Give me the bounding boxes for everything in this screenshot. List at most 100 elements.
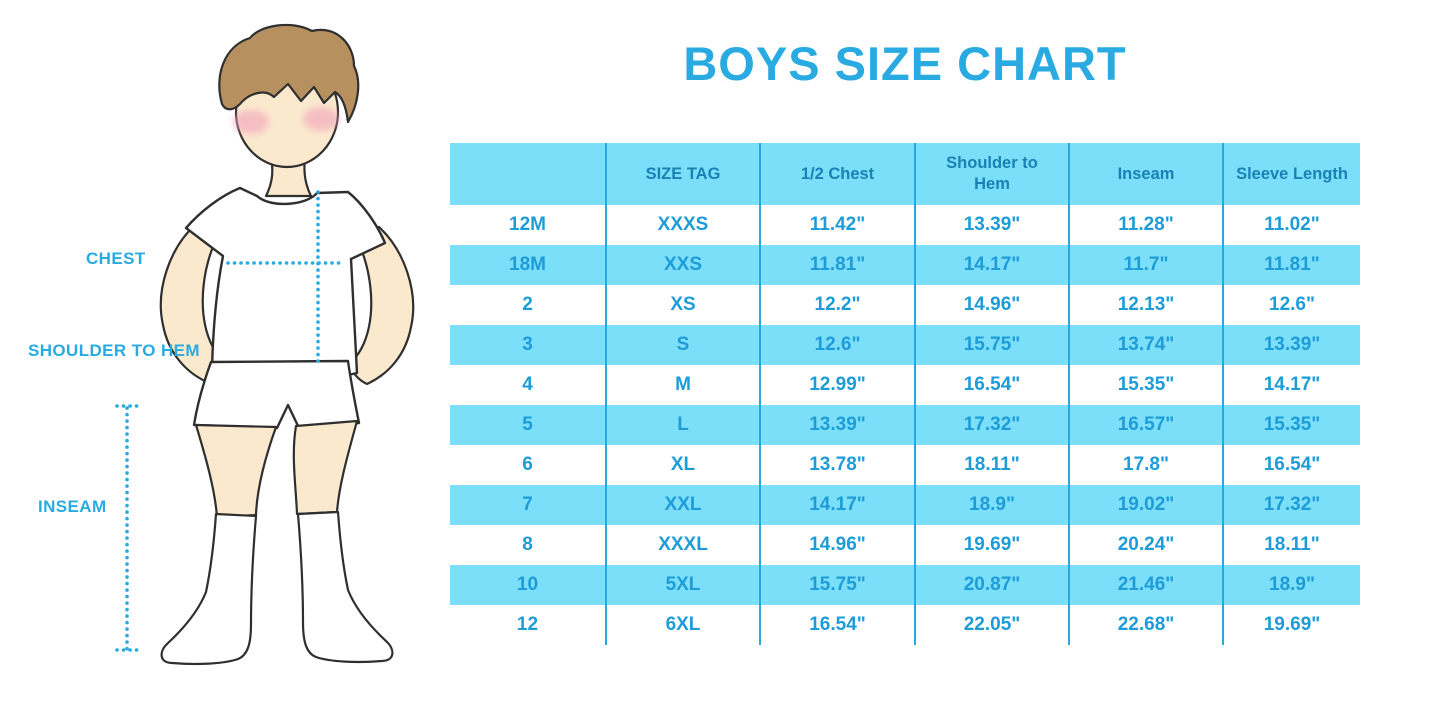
table-cell: 17.32": [1263, 494, 1321, 515]
table-cell: 15.35": [1070, 365, 1224, 405]
table-row: 6 XL 13.78" 18.11" 17.8" 16.54": [450, 445, 1360, 485]
table-cell: 16.54": [1263, 454, 1321, 475]
table-cell: 16.54": [761, 605, 916, 645]
table-cell: 15.75": [916, 325, 1070, 365]
table-header-cell-size-tag: SIZE TAG: [607, 143, 761, 205]
table-cell: 18.11": [1264, 534, 1320, 555]
arm-right: [347, 225, 415, 386]
table-cell: 14.17": [1263, 374, 1321, 395]
table-cell: 13.39": [1263, 334, 1321, 355]
table-row: 3 S 12.6" 15.75" 13.74" 13.39": [450, 325, 1360, 365]
table-cell: 21.46": [1070, 565, 1224, 605]
table-row: 7 XXL 14.17" 18.9" 19.02" 17.32": [450, 485, 1360, 525]
table-cell: 11.28": [1070, 205, 1224, 245]
sock-right: [296, 510, 394, 664]
table-cell: 13.78": [761, 445, 916, 485]
table-cell: 13.74": [1070, 325, 1224, 365]
table-cell: XXL: [607, 485, 761, 525]
table-header-cell-sleeve-length: Sleeve Length: [1236, 164, 1348, 183]
table-row: 10 5XL 15.75" 20.87" 21.46" 18.9": [450, 565, 1360, 605]
table-cell: 16.57": [1070, 405, 1224, 445]
table-cell: 8: [450, 525, 607, 565]
table-cell: 13.39": [761, 405, 916, 445]
shoulder-to-hem-label: SHOULDER TO HEM: [28, 341, 200, 360]
table-row: 12 6XL 16.54" 22.05" 22.68" 19.69": [450, 605, 1360, 645]
table-cell: 18.9": [916, 485, 1070, 525]
page-title: BOYS SIZE CHART: [683, 37, 1127, 90]
table-cell: 12: [450, 605, 607, 645]
table-cell: L: [607, 405, 761, 445]
table-cell: 20.24": [1070, 525, 1224, 565]
table-cell: 19.69": [916, 525, 1070, 565]
table-row: 4 M 12.99" 16.54" 15.35" 14.17": [450, 365, 1360, 405]
table-cell: 16.54": [916, 365, 1070, 405]
table-row: 18M XXS 11.81" 14.17" 11.7" 11.81": [450, 245, 1360, 285]
hair: [218, 23, 360, 124]
table-cell: 11.81": [761, 245, 916, 285]
table-cell: 7: [450, 485, 607, 525]
table-row: 2 XS 12.2" 14.96" 12.13" 12.6": [450, 285, 1360, 325]
leg-left: [194, 423, 278, 519]
table-cell: 11.7": [1070, 245, 1224, 285]
table-header-row: SIZE TAG 1/2 Chest Shoulder to Hem Insea…: [450, 143, 1360, 205]
table-header-cell-size: [450, 143, 607, 205]
t-shirt: [184, 186, 387, 381]
table-cell: 11.02": [1264, 214, 1320, 235]
table-cell: 12.99": [761, 365, 916, 405]
table-cell: 6: [450, 445, 607, 485]
table-header-cell-inseam: Inseam: [1070, 143, 1224, 205]
table-cell: M: [607, 365, 761, 405]
table-header-cell-half-chest: 1/2 Chest: [761, 143, 916, 205]
table-cell: 14.96": [916, 285, 1070, 325]
table-cell: 5XL: [607, 565, 761, 605]
table-cell: 15.35": [1263, 414, 1321, 435]
table-cell: 19.69": [1263, 614, 1321, 635]
table-cell: 12.6": [761, 325, 916, 365]
shorts: [192, 359, 361, 430]
table-cell: 6XL: [607, 605, 761, 645]
table-cell: 20.87": [916, 565, 1070, 605]
sock-left: [160, 512, 258, 666]
leg-right: [292, 419, 359, 516]
table-cell: 3: [450, 325, 607, 365]
size-table: SIZE TAG 1/2 Chest Shoulder to Hem Insea…: [450, 143, 1360, 645]
table-cell: 12M: [450, 205, 607, 245]
table-cell: XXS: [607, 245, 761, 285]
table-body: 12M XXXS 11.42" 13.39" 11.28" 11.02" 18M XXS 11.…: [450, 205, 1360, 645]
inseam-label: INSEAM: [38, 497, 107, 516]
table-cell: 14.96": [761, 525, 916, 565]
boy-illustration: [115, 23, 415, 666]
table-cell: 12.6": [1269, 294, 1315, 315]
table-cell: 18.11": [916, 445, 1070, 485]
table-cell: 13.39": [916, 205, 1070, 245]
table-cell: 18.9": [1269, 574, 1315, 595]
table-header-cell-shoulder-to-hem: Shoulder to Hem: [916, 143, 1070, 205]
table-row: 5 L 13.39" 17.32" 16.57" 15.35": [450, 405, 1360, 445]
table-cell: 17.8": [1070, 445, 1224, 485]
table-cell: 15.75": [761, 565, 916, 605]
table-cell: 12.13": [1070, 285, 1224, 325]
blush-left: [233, 110, 269, 134]
table-cell: 11.42": [761, 205, 916, 245]
table-cell: 19.02": [1070, 485, 1224, 525]
table-cell: 10: [450, 565, 607, 605]
blush-right: [303, 107, 339, 131]
table-cell: 2: [450, 285, 607, 325]
table-cell: XXXL: [607, 525, 761, 565]
chest-label: CHEST: [86, 249, 146, 268]
table-cell: XS: [607, 285, 761, 325]
table-row: 8 XXXL 14.96" 19.69" 20.24" 18.11": [450, 525, 1360, 565]
table-cell: 17.32": [916, 405, 1070, 445]
table-cell: 11.81": [1264, 254, 1320, 275]
table-cell: 14.17": [761, 485, 916, 525]
table-cell: XL: [607, 445, 761, 485]
table-cell: 5: [450, 405, 607, 445]
table-cell: XXXS: [607, 205, 761, 245]
table-cell: 12.2": [761, 285, 916, 325]
table-row: 12M XXXS 11.42" 13.39" 11.28" 11.02": [450, 205, 1360, 245]
table-cell: 22.68": [1070, 605, 1224, 645]
table-cell: S: [607, 325, 761, 365]
table-cell: 18M: [450, 245, 607, 285]
table-cell: 14.17": [916, 245, 1070, 285]
